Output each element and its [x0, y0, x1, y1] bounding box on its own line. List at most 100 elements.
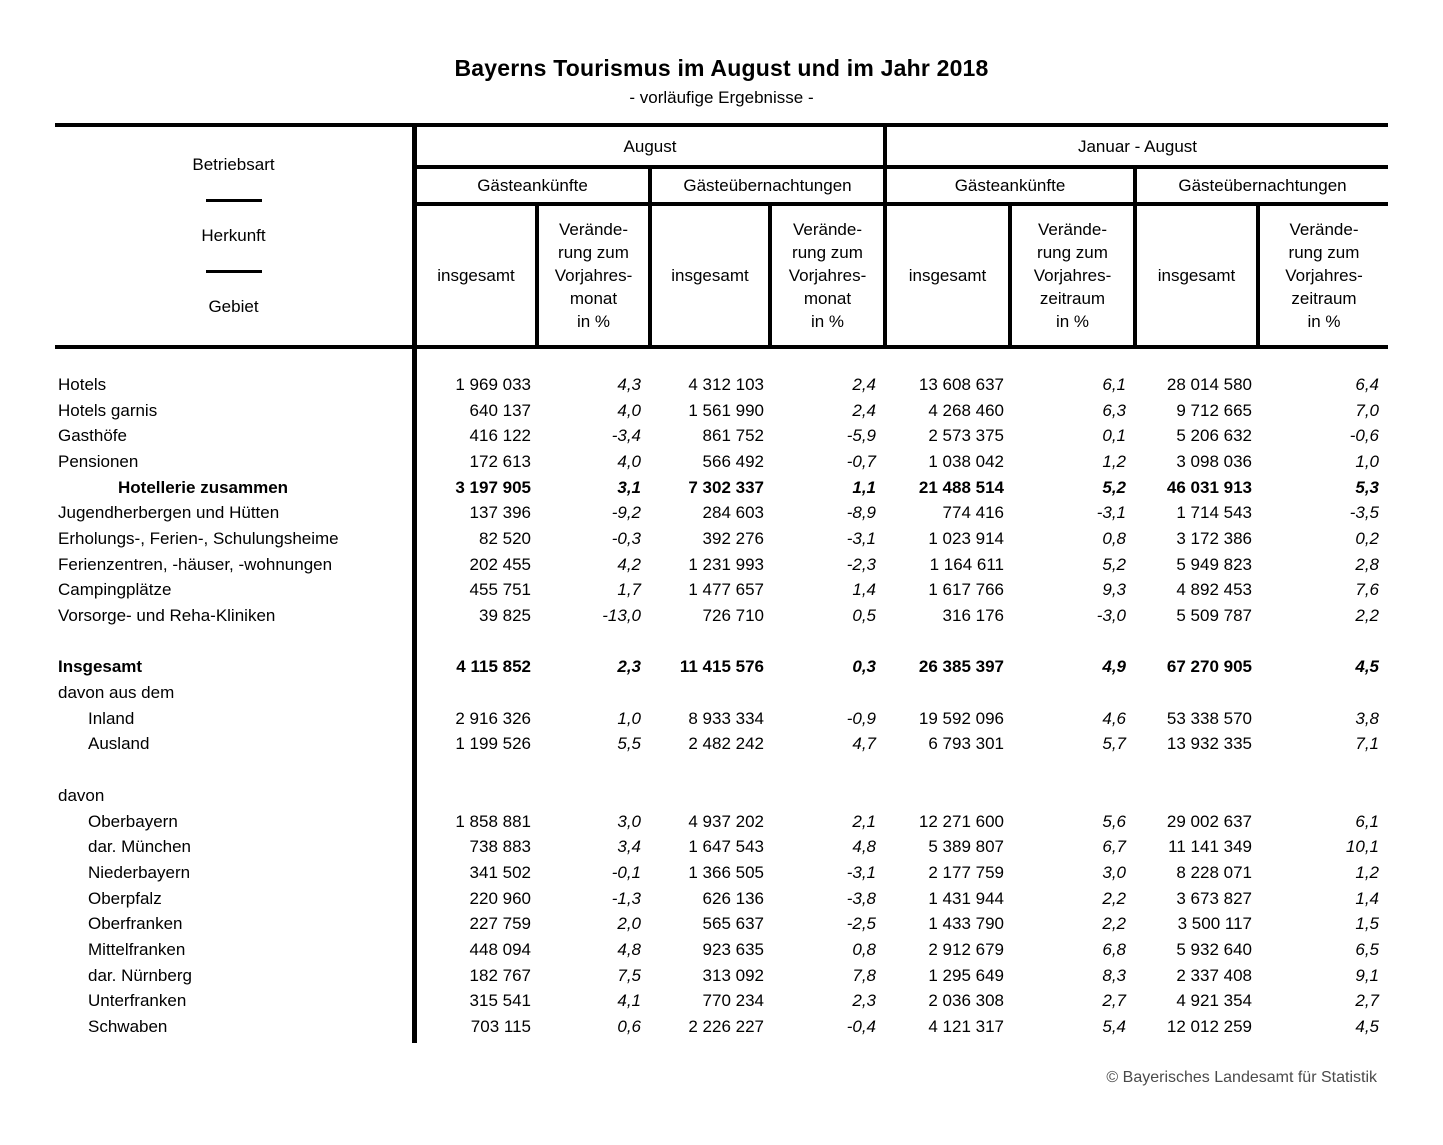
row-label: Ferienzentren, -häuser, -wohnungen — [58, 554, 333, 574]
change-percent-cell: 1,1 — [852, 477, 876, 497]
column-group-august: August — [623, 136, 677, 156]
total-value-cell: 1 164 611 — [929, 554, 1004, 574]
row-label: Hotels — [58, 374, 107, 394]
page-title: Bayerns Tourismus im August und im Jahr … — [454, 55, 989, 81]
change-percent-cell: 3,0 — [617, 811, 641, 831]
row-label: Gasthöfe — [58, 426, 127, 446]
change-percent-cell: 8,3 — [1102, 965, 1126, 985]
total-value-cell: 8 228 071 — [1176, 862, 1252, 882]
total-value-cell: 9 712 665 — [1176, 400, 1252, 420]
total-value-cell: 1 295 649 — [928, 965, 1004, 985]
total-value-cell: 4 312 103 — [688, 374, 764, 394]
total-value-cell: 5 389 807 — [928, 837, 1004, 857]
total-value-cell: 82 520 — [479, 528, 531, 548]
total-value-cell: 1 858 881 — [455, 811, 531, 831]
total-value-cell: 21 488 514 — [918, 477, 1004, 497]
total-value-cell: 2 337 408 — [1176, 965, 1252, 985]
total-value-cell: 53 338 570 — [1166, 708, 1252, 728]
total-value-cell: 1 431 944 — [928, 888, 1004, 908]
divider-line — [768, 206, 772, 345]
change-percent-cell: -0,6 — [1349, 426, 1379, 446]
change-percent-cell: 4,6 — [1102, 708, 1126, 728]
change-percent-cell: -0,1 — [611, 862, 641, 882]
total-value-cell: 220 960 — [469, 888, 531, 908]
total-value-cell: 1 023 914 — [928, 528, 1004, 548]
change-percent-cell: 4,8 — [852, 837, 876, 857]
total-value-cell: 4 121 317 — [928, 1017, 1004, 1037]
table-row: Ferienzentren, -häuser, -wohnungen 202 45… — [55, 552, 1388, 578]
change-percent-cell: 4,0 — [617, 400, 641, 420]
table-row: Unterfranken 315 541 4,1 770 234 2,3 2 036 30… — [55, 989, 1388, 1015]
row-label: Pensionen — [58, 451, 139, 471]
change-percent-cell: 2,0 — [617, 914, 641, 934]
table-row: Gasthöfe 416 122 -3,4 861 752 -5,9 2 573 375 0… — [55, 423, 1388, 449]
change-percent-cell: 1,0 — [617, 708, 641, 728]
total-value-cell: 5 206 632 — [1176, 426, 1252, 446]
spacer-row — [55, 629, 1388, 655]
total-value-cell: 448 094 — [469, 939, 531, 959]
change-percent-cell: 3,8 — [1355, 708, 1379, 728]
change-percent-cell: 0,5 — [852, 606, 876, 626]
change-percent-cell: 4,5 — [1355, 657, 1379, 677]
table-row: Ausland 1 199 526 5,5 2 482 242 4,7 6 793 301… — [55, 732, 1388, 758]
total-value-cell: 26 385 397 — [918, 657, 1004, 677]
change-percent-cell: 1,2 — [1102, 451, 1126, 471]
total-value-cell: 1 366 505 — [688, 862, 764, 882]
change-percent-cell: 6,5 — [1355, 939, 1379, 959]
total-value-cell: 861 752 — [702, 426, 764, 446]
total-value-cell: 774 416 — [942, 503, 1004, 523]
row-label: Insgesamt — [58, 657, 143, 677]
row-label: Erholungs-, Ferien-, Schulungsheime — [58, 528, 339, 548]
change-percent-cell: 6,4 — [1355, 374, 1379, 394]
change-percent-cell: 5,5 — [617, 734, 641, 754]
change-percent-cell: 4,2 — [617, 554, 641, 574]
total-value-cell: 1 038 042 — [928, 451, 1004, 471]
subgroup-gaesteankuenfte-august: Gästeankünfte — [477, 176, 588, 195]
divider-line — [55, 123, 1388, 127]
divider-line — [412, 123, 417, 1043]
total-value-cell: 1 231 993 — [688, 554, 764, 574]
change-percent-cell: 2,2 — [1102, 888, 1126, 908]
change-percent-cell: -3,5 — [1349, 503, 1379, 523]
total-value-cell: 341 502 — [469, 862, 531, 882]
change-percent-cell: -2,3 — [846, 554, 876, 574]
total-value-cell: 202 455 — [469, 554, 531, 574]
change-percent-cell: 0,1 — [1102, 426, 1126, 446]
divider-line — [205, 199, 262, 202]
stub-label-herkunft: Herkunft — [201, 226, 266, 245]
total-value-cell: 1 647 543 — [688, 837, 764, 857]
table-row: Hotels garnis 640 137 4,0 1 561 990 2,4 4 268… — [55, 398, 1388, 424]
change-percent-cell: 3,0 — [1102, 862, 1126, 882]
total-value-cell: 4 921 354 — [1176, 991, 1252, 1011]
change-percent-cell: 2,2 — [1102, 914, 1126, 934]
change-percent-cell: 7,1 — [1355, 734, 1379, 754]
stub-label-gebiet: Gebiet — [208, 297, 259, 316]
total-value-cell: 46 031 913 — [1166, 477, 1252, 497]
divider-line — [648, 169, 652, 345]
total-value-cell: 703 115 — [470, 1017, 531, 1037]
total-value-cell: 3 197 905 — [455, 477, 531, 497]
change-percent-cell: 1,5 — [1355, 914, 1379, 934]
change-percent-cell: -3,1 — [846, 862, 876, 882]
table-row: davon aus dem — [55, 680, 1388, 706]
total-value-cell: 2 912 679 — [928, 939, 1004, 959]
column-header-insgesamt: insgesamt — [437, 266, 515, 285]
total-value-cell: 4 892 453 — [1176, 580, 1252, 600]
change-percent-cell: -3,4 — [611, 426, 641, 446]
total-value-cell: 1 477 657 — [688, 580, 764, 600]
total-value-cell: 182 767 — [469, 965, 531, 985]
change-percent-cell: -3,0 — [1096, 606, 1126, 626]
total-value-cell: 11 415 576 — [679, 657, 764, 677]
table-row: Inland 2 916 326 1,0 8 933 334 -0,9 19 592 09… — [55, 706, 1388, 732]
divider-line — [1008, 206, 1012, 345]
table-row: davon — [55, 783, 1388, 809]
total-value-cell: 1 561 990 — [688, 400, 764, 420]
table-row: Jugendherbergen und Hütten 137 396 -9,2 284… — [55, 500, 1388, 526]
subgroup-gaesteuebernachtungen-august: Gästeübernachtungen — [683, 176, 852, 195]
total-value-cell: 2 177 759 — [928, 862, 1004, 882]
total-value-cell: 313 092 — [702, 965, 764, 985]
change-percent-cell: 4,7 — [852, 734, 876, 754]
total-value-cell: 137 396 — [469, 503, 531, 523]
column-header-veraenderung-monat: Verände- rung zum Vorjahres- monat in % — [554, 220, 633, 331]
total-value-cell: 923 635 — [702, 939, 764, 959]
